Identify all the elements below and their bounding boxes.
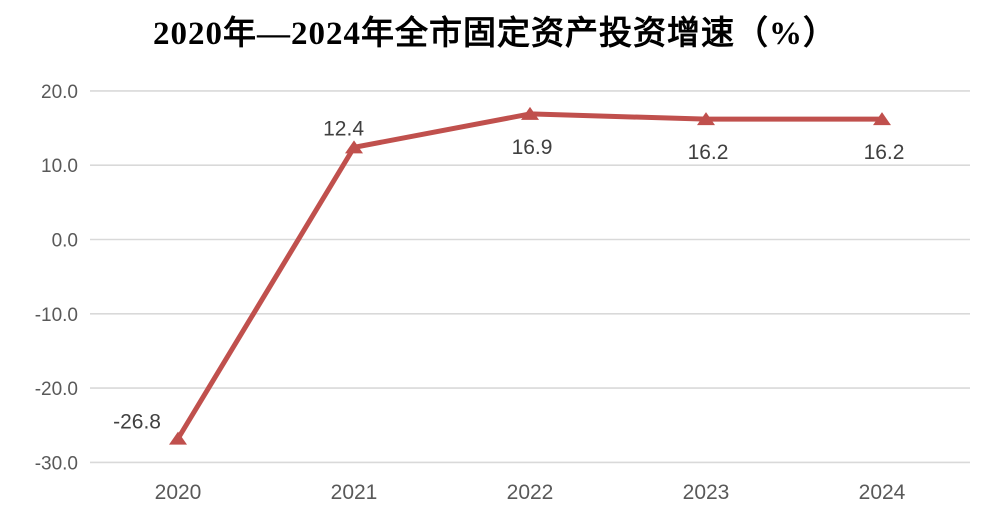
data-point-label: -26.8 — [113, 411, 161, 434]
data-point-label: 16.2 — [864, 141, 905, 164]
y-axis-tick-label: -30.0 — [35, 453, 78, 474]
data-line — [175, 111, 885, 442]
y-axis-tick-label: 0.0 — [52, 231, 78, 252]
y-axis-tick-label: 20.0 — [41, 82, 78, 103]
data-point-marker — [521, 106, 539, 120]
y-axis-tick-label: 10.0 — [41, 156, 78, 177]
y-axis-tick-label: -10.0 — [35, 305, 78, 326]
y-axis-tick-label: -20.0 — [35, 379, 78, 400]
data-point-label: 12.4 — [323, 117, 364, 140]
data-point-marker — [697, 112, 715, 126]
x-axis-tick-label: 2023 — [683, 481, 730, 504]
x-axis-tick-label: 2020 — [155, 481, 202, 504]
x-axis-tick-label: 2024 — [859, 481, 906, 504]
data-point-marker — [169, 431, 187, 445]
chart-title: 2020年—2024年全市固定资产投资增速（%） — [153, 16, 837, 52]
data-point-label: 16.2 — [688, 141, 729, 164]
x-axis-tick-label: 2021 — [331, 481, 378, 504]
data-point-marker — [873, 112, 891, 126]
x-axis-tick-label: 2022 — [507, 481, 554, 504]
data-point-marker — [345, 140, 363, 154]
data-point-label: 16.9 — [512, 136, 553, 159]
